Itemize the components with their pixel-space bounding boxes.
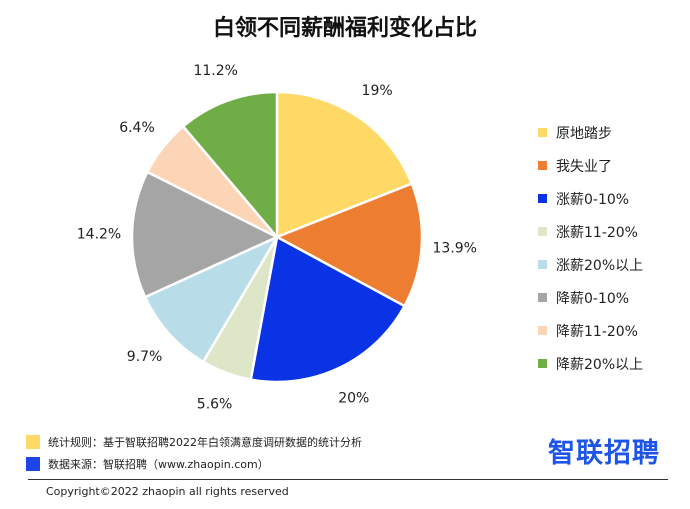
legend-label: 降薪20%以上	[556, 356, 644, 373]
legend-item-8: 降薪20%以上	[538, 347, 643, 380]
pie-slice-3	[249, 235, 406, 384]
legend-label: 原地踏步	[556, 125, 612, 142]
footer-divider	[28, 479, 668, 480]
legend-swatch	[538, 293, 547, 302]
pie-chart: 19% 13.9% 20% 5.6% 9.7% 14.2% 6.4% 11.2%	[77, 63, 477, 413]
source-text: 数据来源：智联招聘（www.zhaopin.com）	[48, 458, 269, 471]
pie-slices	[130, 90, 424, 384]
rule-text: 统计规则：基于智联招聘2022年白领满意度调研数据的统计分析	[48, 436, 362, 449]
pie-slice-8	[181, 90, 279, 239]
note-rule: 统计规则：基于智联招聘2022年白领满意度调研数据的统计分析	[26, 431, 362, 453]
legend-swatch	[538, 227, 547, 236]
pie-slice-2	[275, 182, 424, 308]
pie-value-labels: 19% 13.9% 20% 5.6% 9.7% 14.2% 6.4% 11.2%	[77, 63, 477, 413]
legend-swatch	[538, 194, 547, 203]
pie-value-label-6: 14.2%	[77, 227, 121, 243]
source-color-square	[26, 457, 40, 471]
pie-slice-1	[275, 90, 414, 239]
legend-swatch	[538, 326, 547, 335]
pie-value-label-7: 6.4%	[119, 120, 155, 136]
legend-item-2: 我失业了	[538, 149, 643, 182]
legend-label: 涨薪20%以上	[556, 257, 644, 274]
pie-slice-6	[130, 170, 279, 299]
pie-value-label-3: 20%	[338, 391, 369, 407]
chart-legend: 原地踏步我失业了涨薪0-10% 涨薪11-20% 涨薪20%以上 降薪0-10% 降薪1…	[538, 116, 643, 380]
rule-color-square	[26, 435, 40, 449]
legend-swatch	[538, 128, 547, 137]
legend-swatch	[538, 161, 547, 170]
legend-item-5: 涨薪20%以上	[538, 248, 643, 281]
legend-item-1: 原地踏步	[538, 116, 643, 149]
legend-label: 降薪11-20%	[556, 323, 638, 340]
legend-swatch	[538, 260, 547, 269]
pie-value-label-4: 5.6%	[197, 397, 233, 413]
note-source: 数据来源：智联招聘（www.zhaopin.com）	[26, 453, 362, 475]
zhaopin-logo: 智联招聘	[548, 438, 660, 469]
legend-item-7: 降薪11-20%	[538, 314, 643, 347]
pie-value-label-2: 13.9%	[432, 241, 476, 257]
pie-value-label-5: 9.7%	[127, 349, 163, 365]
legend-item-4: 涨薪11-20%	[538, 215, 643, 248]
pie-value-label-1: 19%	[362, 83, 393, 99]
legend-item-3: 涨薪0-10%	[538, 182, 643, 215]
legend-label: 降薪0-10%	[556, 290, 630, 307]
pie-value-label-8: 11.2%	[193, 63, 237, 79]
chart-notes: 统计规则：基于智联招聘2022年白领满意度调研数据的统计分析 数据来源：智联招聘…	[26, 431, 362, 475]
chart-title: 白领不同薪酬福利变化占比	[212, 16, 477, 41]
legend-swatch	[538, 359, 547, 368]
legend-label: 我失业了	[556, 158, 612, 175]
legend-label: 涨薪0-10%	[556, 191, 630, 208]
copyright-text: Copyright©2022 zhaopin all rights reserv…	[46, 485, 289, 498]
legend-label: 涨薪11-20%	[556, 224, 638, 241]
legend-item-6: 降薪0-10%	[538, 281, 643, 314]
pie-slice-5	[143, 235, 279, 364]
